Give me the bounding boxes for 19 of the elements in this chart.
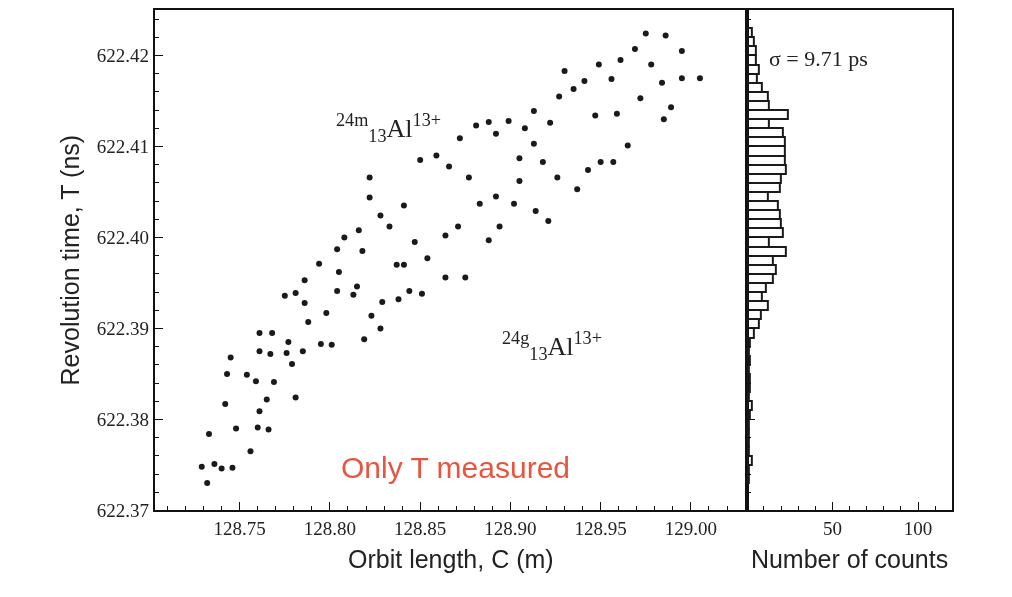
y-tick-label: 622.37: [96, 500, 150, 522]
x-tick-label: 129.00: [664, 518, 718, 540]
x-tick-label: 128.75: [213, 518, 266, 540]
y-tick-label: 622.41: [96, 136, 150, 158]
x-tick-label: 128.95: [574, 518, 627, 540]
x-tick-label: 50: [822, 518, 842, 540]
x-tick-label: 128.80: [303, 518, 357, 540]
x-axis-title: Orbit length, C (m): [348, 544, 554, 573]
annotation: Only T measured: [341, 451, 570, 484]
y-tick-label: 622.38: [96, 409, 150, 431]
x-tick-label: 128.90: [484, 518, 537, 540]
annotation: σ = 9.71 ps: [769, 46, 868, 71]
x-tick-label: 128.85: [394, 518, 447, 540]
y-axis-title: Revolution time, T (ns): [56, 134, 85, 386]
y-tick-label: 622.42: [96, 45, 150, 67]
y-tick-label: 622.39: [96, 318, 150, 340]
x-axis-title: Number of counts: [750, 544, 949, 573]
y-tick-label: 622.40: [96, 227, 150, 249]
x-tick-label: 100: [903, 518, 933, 540]
